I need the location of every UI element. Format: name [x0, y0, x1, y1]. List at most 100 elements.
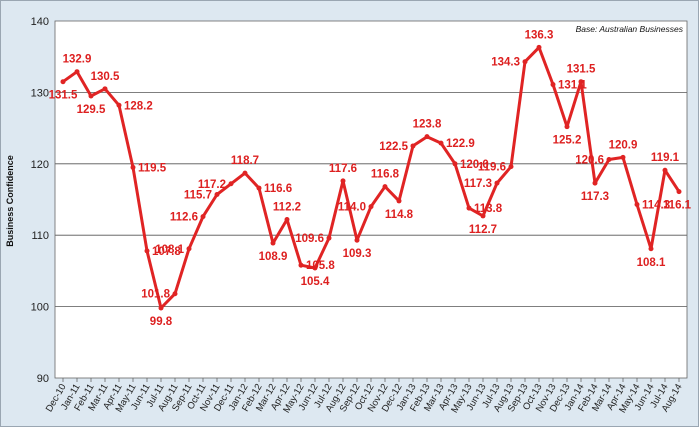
data-point [88, 93, 94, 99]
data-points [60, 44, 682, 311]
data-label: 131.5 [49, 90, 78, 102]
data-label: 108.9 [259, 251, 288, 263]
data-point [312, 265, 318, 271]
data-point [102, 86, 108, 92]
data-point [410, 143, 416, 149]
data-label: 112.7 [469, 224, 497, 236]
data-label: 120.0 [460, 159, 489, 171]
y-tick-label: 120 [31, 159, 49, 171]
data-label: 114.3 [642, 199, 670, 211]
data-point [368, 204, 374, 210]
y-tick-label: 130 [31, 87, 49, 99]
data-point [480, 213, 486, 219]
data-point [144, 248, 150, 254]
x-axis-ticks: Dec-10Jan-11Feb-11Mar-11Apr-11May-11Jun-… [44, 378, 685, 415]
data-label: 120.6 [575, 155, 604, 167]
data-point [354, 237, 360, 243]
data-point [298, 262, 304, 268]
data-label: 122.5 [379, 141, 408, 153]
data-point [340, 178, 346, 184]
data-point [158, 305, 164, 311]
data-point [228, 181, 234, 187]
data-label: 117.3 [581, 191, 609, 203]
data-point [634, 201, 640, 207]
data-label: 113.8 [474, 203, 503, 215]
data-point [564, 124, 570, 130]
data-label: 108.1 [637, 257, 666, 269]
data-point [676, 189, 682, 195]
data-point [186, 246, 192, 252]
data-point [452, 161, 458, 167]
data-label: 99.8 [150, 316, 173, 328]
y-axis-title: Business Confidence [5, 155, 15, 247]
data-point [508, 164, 514, 170]
data-point [200, 214, 206, 220]
data-label: 120.9 [609, 139, 638, 151]
data-label: 118.7 [231, 155, 259, 167]
data-label: 115.7 [184, 190, 212, 202]
base-annotation: Base: Australian Businesses [576, 24, 684, 34]
data-label: 119.6 [478, 162, 506, 174]
data-label: 134.3 [491, 57, 520, 69]
data-label: 105.4 [301, 276, 330, 288]
data-label: 131.5 [567, 64, 596, 76]
data-label: 130.5 [91, 71, 120, 83]
data-point [270, 240, 276, 246]
data-point [382, 184, 388, 190]
data-point [396, 198, 402, 204]
data-label: 105.8 [306, 260, 335, 272]
data-point [326, 235, 332, 241]
data-label: 132.9 [63, 54, 92, 66]
data-point [522, 59, 528, 65]
data-label: 107.8 [152, 246, 181, 258]
y-tick-label: 100 [31, 302, 49, 314]
data-point [494, 180, 500, 186]
data-label: 109.3 [343, 248, 372, 260]
y-tick-label: 140 [31, 16, 49, 28]
data-point [60, 79, 66, 85]
data-label: 114.8 [385, 209, 414, 221]
data-point [592, 180, 598, 186]
data-point [620, 154, 626, 160]
data-point [172, 291, 178, 297]
data-point [214, 192, 220, 198]
y-axis-ticks: 90 100 110 120 130 140 [31, 16, 49, 385]
data-point [648, 246, 654, 252]
data-point [256, 185, 262, 191]
data-point [550, 82, 556, 88]
data-point [536, 44, 542, 50]
data-label: 123.8 [413, 119, 442, 131]
data-point [74, 69, 80, 75]
data-label: 112.2 [273, 201, 301, 213]
data-label: 117.2 [198, 179, 226, 191]
data-label: 122.9 [446, 138, 475, 150]
data-label: 108.1 [155, 244, 184, 256]
data-label: 136.3 [525, 29, 554, 41]
data-label: 117.3 [464, 178, 492, 190]
data-point [662, 167, 668, 173]
data-label: 116.8 [371, 169, 400, 181]
data-label: 116.6 [264, 183, 292, 195]
data-label: 117.6 [329, 163, 357, 175]
data-label: 114.0 [338, 202, 366, 214]
data-label: 125.2 [553, 135, 582, 147]
data-point [466, 205, 472, 211]
data-label: 131.1 [558, 80, 587, 92]
data-label: 112.6 [170, 212, 198, 224]
data-point [130, 164, 136, 170]
data-label: 129.5 [77, 104, 106, 116]
data-label: 116.1 [663, 200, 692, 212]
data-point [606, 157, 612, 163]
data-point [424, 134, 430, 140]
data-point [242, 170, 248, 176]
data-label: 128.2 [124, 100, 153, 112]
data-point [284, 216, 290, 222]
data-label: 109.6 [295, 233, 324, 245]
data-label: 101.8 [141, 289, 170, 301]
data-label: 119.1 [651, 152, 680, 164]
data-label: 119.5 [138, 162, 167, 174]
y-tick-label: 90 [37, 373, 49, 385]
data-point [438, 140, 444, 146]
